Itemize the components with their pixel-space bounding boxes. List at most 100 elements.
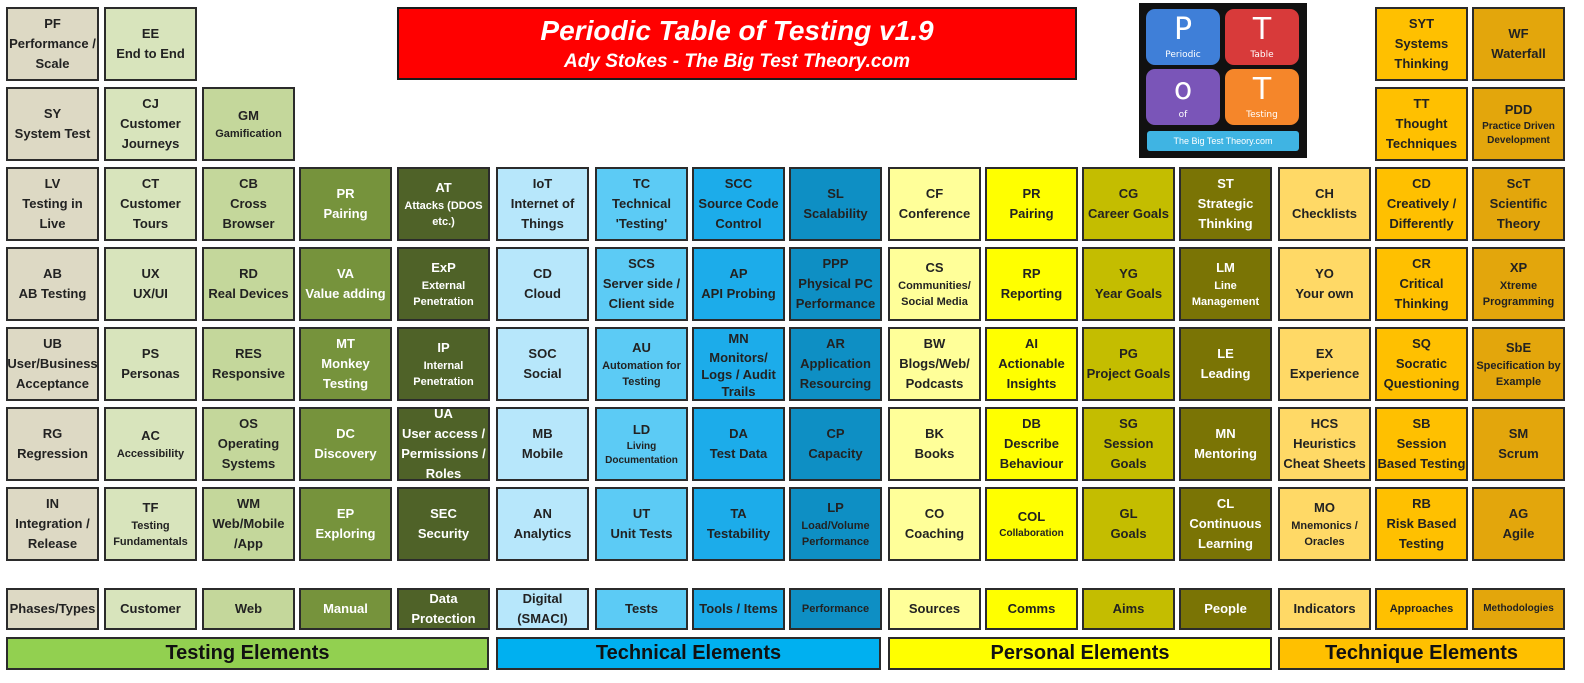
element-ip[interactable]: IP Internal Penetration [397, 327, 490, 401]
element-symbol: PPP [822, 256, 849, 271]
element-sec[interactable]: SEC Security [397, 487, 490, 561]
element-au[interactable]: AU Automation for Testing [595, 327, 688, 401]
element-ta[interactable]: TA Testability [692, 487, 785, 561]
element-va[interactable]: VA Value adding [299, 247, 392, 321]
element-sg[interactable]: SG Session Goals [1082, 407, 1175, 481]
element-mt[interactable]: MT Monkey Testing [299, 327, 392, 401]
element-tc[interactable]: TC Technical 'Testing' [595, 167, 688, 241]
element-symbol: MT [336, 336, 355, 351]
element-name: UX/UI [133, 286, 168, 301]
element-ux[interactable]: UX UX/UI [104, 247, 197, 321]
element-mb[interactable]: MB Mobile [496, 407, 589, 481]
element-rg[interactable]: RG Regression [6, 407, 99, 481]
element-symbol: SCS [628, 256, 655, 271]
element-sq[interactable]: SQ Socratic Questioning [1375, 327, 1468, 401]
element-lv[interactable]: LV Testing in Live [6, 167, 99, 241]
element-ct[interactable]: CT Customer Tours [104, 167, 197, 241]
element-syt[interactable]: SYT Systems Thinking [1375, 7, 1468, 81]
element-sy[interactable]: SY System Test [6, 87, 99, 161]
element-an[interactable]: AN Analytics [496, 487, 589, 561]
element-name: Leading [1200, 366, 1251, 381]
element-tf[interactable]: TF Testing Fundamentals [104, 487, 197, 561]
element-name: Analytics [513, 526, 572, 541]
element-ua[interactable]: UA User access / Permissions / Roles [397, 407, 490, 481]
element-symbol: UX [141, 266, 160, 281]
element-cf[interactable]: CF Conference [888, 167, 981, 241]
element-ap[interactable]: AP API Probing [692, 247, 785, 321]
element-lp[interactable]: LP Load/Volume Performance [789, 487, 882, 561]
element-db[interactable]: DB Describe Behaviour [985, 407, 1078, 481]
element-pf[interactable]: PF Performance / Scale [6, 7, 99, 81]
element-ag[interactable]: AG Agile [1472, 487, 1565, 561]
element-ab[interactable]: AB AB Testing [6, 247, 99, 321]
element-bw[interactable]: BW Blogs/Web/ Podcasts [888, 327, 981, 401]
element-ac[interactable]: AC Accessibility [104, 407, 197, 481]
element-in[interactable]: IN Integration / Release [6, 487, 99, 561]
element-rp[interactable]: RP Reporting [985, 247, 1078, 321]
element-mo[interactable]: MO Mnemonics / Oracles [1278, 487, 1371, 561]
element-ppp[interactable]: PPP Physical PC Performance [789, 247, 882, 321]
element-dc[interactable]: DC Discovery [299, 407, 392, 481]
element-col[interactable]: COL Collaboration [985, 487, 1078, 561]
element-cb[interactable]: CB Cross Browser [202, 167, 295, 241]
element-ai[interactable]: AI Actionable Insights [985, 327, 1078, 401]
element-cp[interactable]: CP Capacity [789, 407, 882, 481]
element-sb[interactable]: SB Session Based Testing [1375, 407, 1468, 481]
element-res[interactable]: RES Responsive [202, 327, 295, 401]
element-pg[interactable]: PG Project Goals [1082, 327, 1175, 401]
element-sm[interactable]: SM Scrum [1472, 407, 1565, 481]
element-mn-monitors[interactable]: MN Monitors/ Logs / Audit Trails [692, 327, 785, 401]
element-exp[interactable]: ExP External Penetration [397, 247, 490, 321]
element-name: Technical 'Testing' [611, 196, 671, 231]
element-yg[interactable]: YG Year Goals [1082, 247, 1175, 321]
element-ch[interactable]: CH Checklists [1278, 167, 1371, 241]
element-ar[interactable]: AR Application Resourcing [789, 327, 882, 401]
element-sbe[interactable]: SbE Specification by Example [1472, 327, 1565, 401]
element-cr[interactable]: CR Critical Thinking [1375, 247, 1468, 321]
element-name: Monkey Testing [321, 356, 370, 391]
element-rd[interactable]: RD Real Devices [202, 247, 295, 321]
element-scs[interactable]: SCS Server side / Client side [595, 247, 688, 321]
element-soc[interactable]: SOC Social [496, 327, 589, 401]
element-hcs[interactable]: HCS Heuristics Cheat Sheets [1278, 407, 1371, 481]
element-ep[interactable]: EP Exploring [299, 487, 392, 561]
element-cj[interactable]: CJ Customer Journeys [104, 87, 197, 161]
element-le[interactable]: LE Leading [1179, 327, 1272, 401]
element-pr-comms[interactable]: PR Pairing [985, 167, 1078, 241]
element-lm[interactable]: LM Line Management [1179, 247, 1272, 321]
element-iot[interactable]: IoT Internet of Things [496, 167, 589, 241]
element-wf[interactable]: WF Waterfall [1472, 7, 1565, 81]
element-bk[interactable]: BK Books [888, 407, 981, 481]
element-sl[interactable]: SL Scalability [789, 167, 882, 241]
element-cs[interactable]: CS Communities/ Social Media [888, 247, 981, 321]
element-st[interactable]: ST Strategic Thinking [1179, 167, 1272, 241]
element-ut[interactable]: UT Unit Tests [595, 487, 688, 561]
element-rb[interactable]: RB Risk Based Testing [1375, 487, 1468, 561]
element-gm[interactable]: GM Gamification [202, 87, 295, 161]
element-pr-manual[interactable]: PR Pairing [299, 167, 392, 241]
element-ex[interactable]: EX Experience [1278, 327, 1371, 401]
element-da[interactable]: DA Test Data [692, 407, 785, 481]
element-cg[interactable]: CG Career Goals [1082, 167, 1175, 241]
element-ee[interactable]: EE End to End [104, 7, 197, 81]
element-xp[interactable]: XP Xtreme Programming [1472, 247, 1565, 321]
element-cd[interactable]: CD Creatively / Differently [1375, 167, 1468, 241]
element-name: Reporting [1000, 286, 1063, 301]
element-gl[interactable]: GL Goals [1082, 487, 1175, 561]
element-ps[interactable]: PS Personas [104, 327, 197, 401]
element-ld[interactable]: LD Living Documentation [595, 407, 688, 481]
element-cl[interactable]: CL Continuous Learning [1179, 487, 1272, 561]
element-ub[interactable]: UB User/Business Acceptance [6, 327, 99, 401]
element-cd-cloud[interactable]: CD Cloud [496, 247, 589, 321]
element-yo[interactable]: YO Your own [1278, 247, 1371, 321]
element-scc[interactable]: SCC Source Code Control [692, 167, 785, 241]
element-co[interactable]: CO Coaching [888, 487, 981, 561]
element-tt[interactable]: TT Thought Techniques [1375, 87, 1468, 161]
element-wm[interactable]: WM Web/Mobile /App [202, 487, 295, 561]
element-pdd[interactable]: PDD Practice Driven Development [1472, 87, 1565, 161]
element-os[interactable]: OS Operating Systems [202, 407, 295, 481]
element-at[interactable]: AT Attacks (DDOS etc.) [397, 167, 490, 241]
element-sct[interactable]: ScT Scientific Theory [1472, 167, 1565, 241]
element-mn-mentoring[interactable]: MN Mentoring [1179, 407, 1272, 481]
element-symbol: AC [141, 428, 160, 443]
